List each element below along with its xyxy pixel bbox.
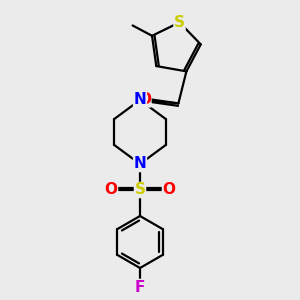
- Text: O: O: [138, 92, 151, 107]
- Text: F: F: [135, 280, 145, 295]
- Text: N: N: [134, 92, 146, 107]
- Text: O: O: [163, 182, 176, 197]
- Text: O: O: [104, 182, 118, 197]
- Text: N: N: [134, 157, 146, 172]
- Text: S: S: [174, 15, 185, 30]
- Text: S: S: [134, 182, 146, 197]
